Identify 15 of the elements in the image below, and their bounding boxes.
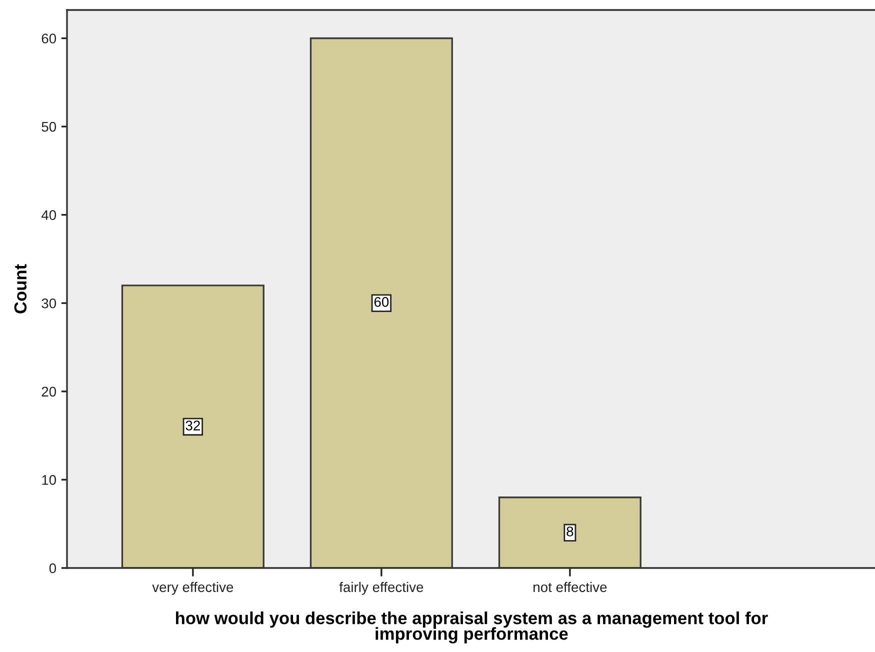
y-tick-label: 0 (49, 563, 56, 574)
data-label: 32 (186, 420, 200, 430)
x-tick-label: fairly effective (339, 582, 424, 595)
data-label: 60 (374, 297, 389, 307)
x-tick-label: not effective (534, 582, 607, 592)
y-tick-label: 30 (42, 298, 56, 308)
x-axis-title: how would you describe the appraisal system as a management tool for improving performance (176, 612, 768, 644)
x-tick-label: very effective (152, 582, 234, 595)
y-tick-label: 20 (42, 386, 56, 397)
y-tick-label: 40 (41, 210, 56, 220)
y-tick-label: 60 (42, 34, 56, 44)
y-tick-label: 50 (42, 122, 56, 132)
y-tick-label: 10 (42, 475, 56, 485)
y-axis-title: Count (14, 264, 27, 314)
data-label: 8 (566, 526, 574, 536)
